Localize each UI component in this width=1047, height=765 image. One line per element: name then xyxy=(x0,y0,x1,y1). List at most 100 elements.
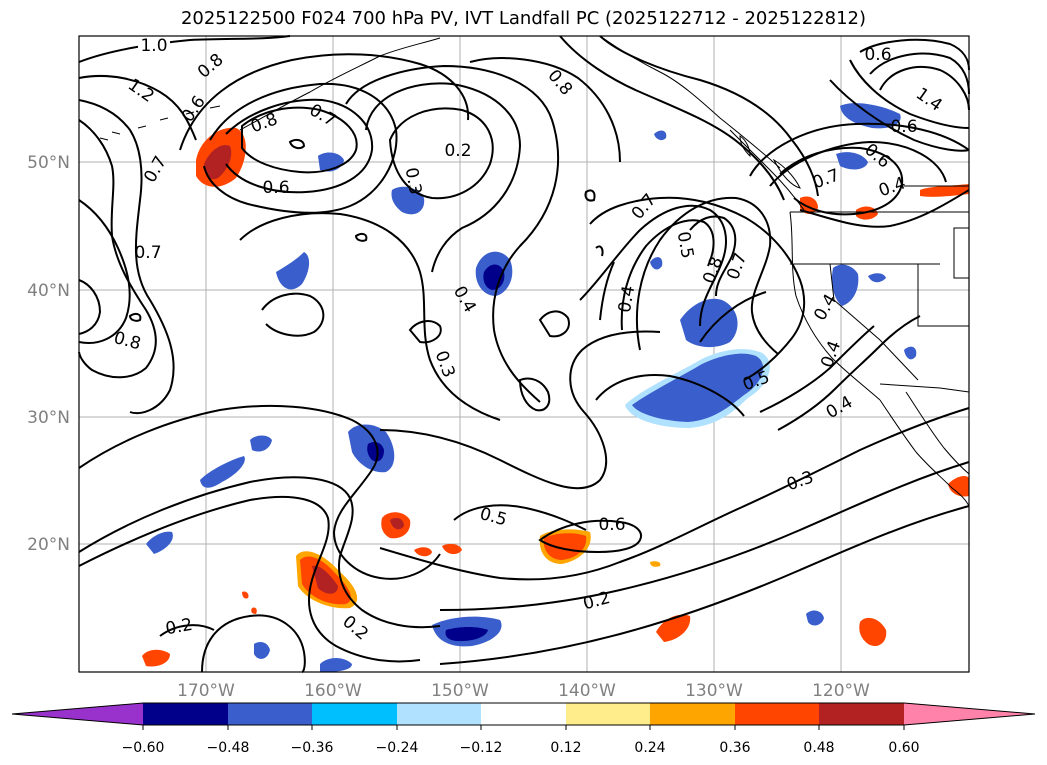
pv-contour xyxy=(559,35,785,201)
colorbar-tick-label: −0.36 xyxy=(291,740,334,756)
ivt-blob-neg xyxy=(832,264,859,306)
colorbar-tick-label: −0.60 xyxy=(122,740,165,756)
colorbar-tick-label: −0.12 xyxy=(460,740,503,756)
pv-contour xyxy=(78,99,175,415)
lat-label-20n: 20°N xyxy=(27,535,70,555)
pv-contour xyxy=(439,505,970,665)
pv-contour xyxy=(439,461,970,611)
colorbar-ticks xyxy=(142,725,905,730)
mexico-border xyxy=(879,383,970,393)
pv-contour xyxy=(78,35,291,63)
pv-contour xyxy=(345,64,560,403)
aleutian-islands xyxy=(99,105,221,141)
pv-contour xyxy=(759,325,875,413)
lon-label-130w: 130°W xyxy=(685,681,743,701)
pv-contour xyxy=(595,245,604,257)
ivt-blob-pos xyxy=(859,617,887,647)
contour-label: 0.4 xyxy=(615,284,639,314)
ivt-blob-neg xyxy=(632,353,764,422)
pv-contour xyxy=(579,204,727,327)
pv-contour xyxy=(225,98,374,194)
ivt-blob-pos xyxy=(251,607,257,614)
ivt-blob-neg xyxy=(445,627,488,642)
colorbar-tick-label: 0.36 xyxy=(719,740,750,756)
baja-coast xyxy=(879,399,970,507)
pv-contours xyxy=(78,35,970,673)
lon-label-160w: 160°W xyxy=(304,681,362,701)
pv-contour xyxy=(78,279,102,335)
lon-label-150w: 150°W xyxy=(431,681,489,701)
pv-contour xyxy=(288,138,306,150)
ivt-blob-neg xyxy=(276,252,310,290)
ivt-blob-pos xyxy=(442,543,462,555)
colorbar-segment xyxy=(819,703,904,725)
pv-contour xyxy=(201,614,306,673)
pv-contour xyxy=(379,407,970,581)
pv-contour xyxy=(699,291,767,343)
pv-contour xyxy=(78,476,441,629)
colorbar-segment xyxy=(312,703,397,725)
ivt-blob-pos xyxy=(650,561,661,567)
ivt-blob-neg xyxy=(254,642,270,659)
graticule xyxy=(79,36,969,672)
colorbar-extend-min xyxy=(12,703,143,725)
pv-contour xyxy=(379,330,661,490)
pv-contour xyxy=(829,79,970,152)
ivt-blob-neg xyxy=(836,152,868,170)
pv-contour xyxy=(777,315,921,431)
contour-label: 0.5 xyxy=(673,230,697,260)
ivt-blob-neg xyxy=(320,658,352,672)
colorbar-segment xyxy=(481,703,566,725)
pv-contour xyxy=(179,53,470,151)
ivt-blob-pos xyxy=(920,184,969,197)
ivt-blob-neg xyxy=(654,130,667,141)
pv-contour xyxy=(869,52,970,95)
colorbar: −0.60 −0.48 −0.36 −0.24 −0.12 0.12 0.24 … xyxy=(11,702,1036,756)
pv-contour xyxy=(518,377,551,412)
lon-label-120w: 120°W xyxy=(812,681,870,701)
colorbar-tick-label: −0.24 xyxy=(376,740,419,756)
lat-label-30n: 30°N xyxy=(27,408,70,428)
pv-contour xyxy=(354,232,368,242)
gulf-of-california xyxy=(905,391,970,475)
contour-labels: 1.0 1.2 0.8 0.6 0.7 0.8 0.6 0.7 0.7 0.8 … xyxy=(112,36,946,645)
pv-contour xyxy=(595,374,745,417)
pv-contour xyxy=(78,199,131,344)
pv-contour xyxy=(78,119,157,379)
ivt-blob-neg xyxy=(146,531,173,554)
ivt-blob-neg xyxy=(680,298,738,348)
colorbar-segment xyxy=(650,703,735,725)
pv-contour xyxy=(78,404,441,580)
pv-contour xyxy=(589,196,806,381)
colorbar-segment xyxy=(566,703,650,725)
colorbar-segment xyxy=(397,703,481,725)
contour-label: 0.7 xyxy=(134,243,161,263)
ivt-blob-pos xyxy=(312,565,338,594)
lon-label-140w: 140°W xyxy=(558,681,616,701)
pv-contour xyxy=(261,292,325,337)
pv-contour xyxy=(408,320,442,344)
us-west-coast xyxy=(789,211,881,401)
state-border xyxy=(917,264,969,327)
contour-label: 0.6 xyxy=(598,515,625,535)
pv-contour xyxy=(159,624,215,637)
pv-contour xyxy=(469,57,621,163)
pv-contour xyxy=(239,212,501,421)
colorbar-tick-label: −0.48 xyxy=(207,740,250,756)
ivt-blob-neg xyxy=(650,257,663,270)
ivt-blob-pos xyxy=(242,591,249,599)
pv-contour xyxy=(203,82,398,214)
pv-contour xyxy=(538,519,642,554)
pv-contour xyxy=(635,196,779,355)
ivt-negative-regions xyxy=(146,103,917,672)
contour-label: 0.6 xyxy=(890,117,917,137)
colorbar-tick-label: 0.12 xyxy=(550,740,581,756)
pv-contour xyxy=(849,59,970,129)
ivt-blob-neg xyxy=(868,273,886,283)
pv-contour xyxy=(78,75,197,141)
ivt-blob-pos xyxy=(414,547,432,557)
map-frame-border xyxy=(78,35,970,673)
lat-label-40n: 40°N xyxy=(27,281,70,301)
contour-label: 0.6 xyxy=(262,178,289,198)
